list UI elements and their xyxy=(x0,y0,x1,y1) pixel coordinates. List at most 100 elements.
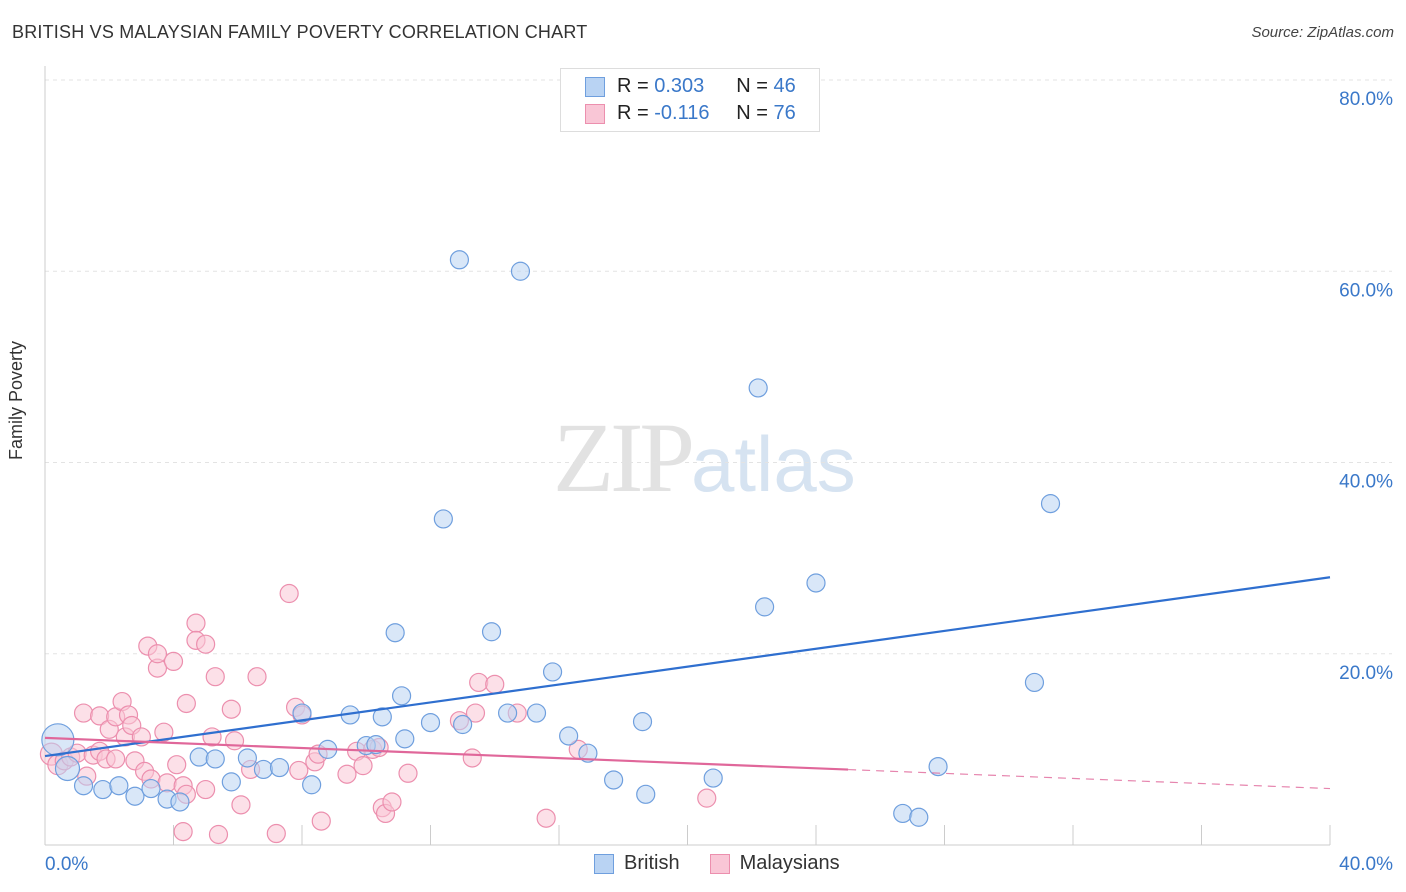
british-point xyxy=(526,703,547,723)
malaysians-point xyxy=(462,748,482,768)
malaysians-point xyxy=(337,764,357,784)
malaysians-n-value: 76 xyxy=(773,102,796,124)
malaysians-point xyxy=(382,792,402,812)
british-point xyxy=(542,662,563,682)
british-point xyxy=(703,768,723,788)
y-tick-label: 80.0% xyxy=(1339,89,1393,110)
british-point xyxy=(292,703,312,723)
british-point xyxy=(928,756,948,777)
malaysians-r-value: -0.116 xyxy=(654,102,710,124)
axes xyxy=(44,66,1331,846)
british-points xyxy=(41,250,1061,827)
malaysians-r-label: R = xyxy=(617,102,655,124)
malaysians-point xyxy=(247,667,267,687)
malaysians-point xyxy=(196,634,216,654)
malaysians-trend-line xyxy=(44,736,849,771)
y-tick-label: 40.0% xyxy=(1339,472,1393,493)
british-r-label: R = xyxy=(617,75,655,97)
stats-row-malaysians: R = -0.116 N = 76 xyxy=(585,102,796,125)
tick-labels: 20.0% 40.0% 60.0% 80.0% 0.0% 40.0% xyxy=(45,89,1393,875)
british-point xyxy=(578,743,598,763)
malaysians-point xyxy=(266,823,286,844)
malaysians-point xyxy=(154,722,174,742)
british-trend-line xyxy=(44,576,1331,758)
british-point xyxy=(253,759,274,780)
malaysians-point xyxy=(469,672,489,693)
british-point xyxy=(391,686,412,706)
chart-source: Source: ZipAtlas.com xyxy=(1251,24,1394,41)
malaysians-point xyxy=(465,703,486,723)
british-point xyxy=(636,784,656,804)
y-tick-label: 20.0% xyxy=(1339,663,1393,684)
malaysians-point xyxy=(485,674,505,694)
malaysians-point xyxy=(205,667,225,687)
british-r-value: 0.303 xyxy=(654,75,705,97)
malaysians-point xyxy=(73,703,94,723)
legend-item-malaysians[interactable]: Malaysians xyxy=(709,852,840,875)
y-tick-label: 60.0% xyxy=(1339,280,1393,301)
malaysians-point xyxy=(208,824,229,845)
malaysians-point xyxy=(289,760,309,781)
malaysians-point xyxy=(167,755,187,775)
malaysians-legend-label: Malaysians xyxy=(739,852,840,874)
malaysians-trend-extension xyxy=(848,768,1331,790)
british-point xyxy=(632,712,653,732)
british-point xyxy=(93,779,113,800)
malaysians-point xyxy=(231,795,251,815)
british-point xyxy=(748,378,768,398)
british-legend-swatch xyxy=(594,853,614,874)
british-point xyxy=(395,729,415,749)
legend-item-british[interactable]: British xyxy=(594,852,680,875)
chart-title: BRITISH VS MALAYSIAN FAMILY POVERTY CORR… xyxy=(12,22,588,42)
grid-lines xyxy=(45,79,1392,655)
watermark-atlas: atlas xyxy=(691,420,856,508)
malaysians-point xyxy=(221,699,241,719)
malaysians-n-label: N = xyxy=(736,102,774,124)
british-point xyxy=(481,622,502,642)
british-n-label: N = xyxy=(736,75,774,97)
british-point xyxy=(806,573,826,593)
x-tick-label: 40.0% xyxy=(1339,854,1393,875)
trend-lines xyxy=(44,576,1331,790)
malaysians-point xyxy=(311,811,331,831)
malaysians-swatch xyxy=(585,103,605,124)
x-tick-label: 0.0% xyxy=(45,854,88,875)
british-point xyxy=(170,792,190,812)
british-point xyxy=(205,749,225,769)
british-point xyxy=(189,747,209,767)
british-point xyxy=(453,714,473,735)
british-point xyxy=(141,778,161,799)
british-point xyxy=(420,712,441,733)
zipatlas-watermark: ZIPatlas xyxy=(553,400,856,515)
british-point xyxy=(366,734,386,755)
malaysians-point xyxy=(176,693,196,714)
malaysians-point xyxy=(697,788,717,808)
malaysians-point xyxy=(173,822,193,842)
malaysians-point xyxy=(147,644,168,664)
british-swatch xyxy=(585,76,605,97)
malaysians-point xyxy=(163,651,184,672)
malaysians-point xyxy=(353,756,373,776)
stats-row-british: R = 0.303 N = 46 xyxy=(585,75,796,98)
malaysians-point xyxy=(224,731,245,751)
malaysians-point xyxy=(157,773,177,793)
watermark-zip: ZIP xyxy=(553,402,695,513)
british-point xyxy=(604,770,624,790)
british-point xyxy=(893,803,913,824)
british-point xyxy=(302,775,322,795)
british-point xyxy=(237,748,257,768)
british-point xyxy=(109,776,129,796)
malaysians-point xyxy=(196,779,216,800)
british-point xyxy=(449,250,470,270)
malaysians-point xyxy=(398,763,418,783)
british-point xyxy=(269,757,290,778)
british-legend-label: British xyxy=(624,852,680,874)
y-axis-label: Family Poverty xyxy=(6,340,26,460)
malaysians-point xyxy=(536,808,556,828)
malaysians-point xyxy=(186,613,206,633)
malaysians-point xyxy=(279,583,299,604)
british-point xyxy=(1024,672,1045,693)
stats-legend: R = 0.303 N = 46 R = -0.116 N = 76 xyxy=(560,68,820,132)
british-point xyxy=(54,755,81,782)
malaysians-point xyxy=(106,749,126,769)
